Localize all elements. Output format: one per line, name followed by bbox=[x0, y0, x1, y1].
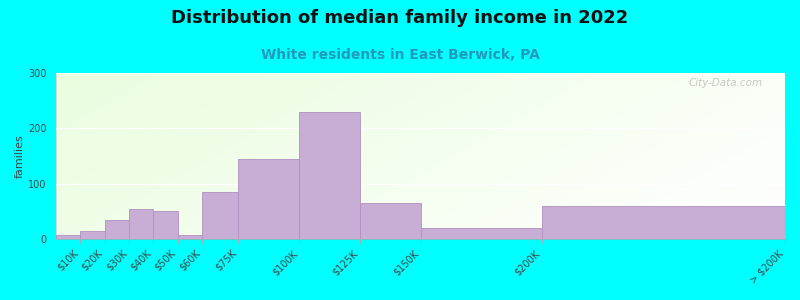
Text: Distribution of median family income in 2022: Distribution of median family income in … bbox=[171, 9, 629, 27]
Bar bbox=[154, 212, 178, 239]
Bar bbox=[56, 235, 80, 239]
Bar bbox=[421, 228, 542, 239]
Y-axis label: families: families bbox=[15, 134, 25, 178]
Bar bbox=[202, 192, 238, 239]
Bar bbox=[299, 112, 360, 239]
Text: City-Data.com: City-Data.com bbox=[689, 78, 763, 88]
Bar bbox=[80, 231, 105, 239]
Bar bbox=[105, 220, 129, 239]
Bar bbox=[129, 208, 154, 239]
Bar bbox=[178, 235, 202, 239]
Bar bbox=[238, 159, 299, 239]
Text: White residents in East Berwick, PA: White residents in East Berwick, PA bbox=[261, 48, 539, 62]
Bar bbox=[542, 206, 785, 239]
Bar bbox=[360, 203, 421, 239]
